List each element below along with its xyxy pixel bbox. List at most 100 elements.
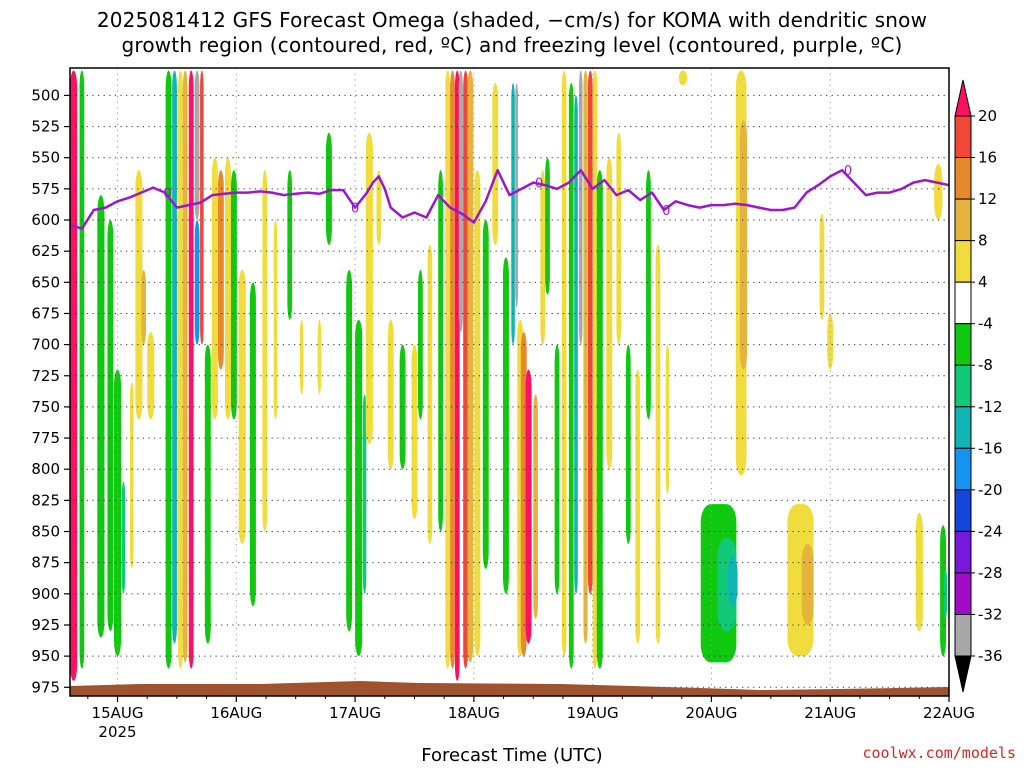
x-axis-title: Forecast Time (UTC): [421, 745, 603, 766]
omega-cell: [458, 70, 463, 333]
colorbar-box: [954, 157, 972, 200]
y-tick-label: 900: [31, 585, 60, 603]
colorbar-box: [954, 240, 972, 283]
omega-cell: [492, 82, 499, 245]
colorbar-box: [954, 281, 972, 325]
omega-cell: [217, 170, 224, 370]
omega-cell: [520, 332, 527, 657]
omega-cell: [915, 512, 923, 632]
omega-cell: [273, 220, 278, 420]
omega-cell: [646, 170, 651, 420]
omega-cell: [450, 70, 455, 669]
grid-lines: [70, 68, 949, 696]
omega-cell: [427, 244, 433, 544]
omega-cell: [204, 344, 211, 644]
omega-cell: [165, 70, 172, 669]
omega-cell: [178, 70, 183, 669]
colorbar-label: -4: [978, 315, 993, 333]
omega-cell: [362, 394, 367, 594]
omega-cell: [107, 220, 114, 632]
omega-cell: [943, 568, 948, 619]
omega-cell: [525, 369, 532, 644]
y-tick-label: 700: [31, 336, 60, 354]
omega-cell: [70, 70, 78, 682]
omega-cell: [194, 220, 200, 345]
colorbar-box: [954, 323, 972, 366]
x-tick-label: 19AUG: [567, 704, 619, 722]
omega-cell: [578, 70, 583, 345]
omega-cell: [211, 157, 218, 420]
y-tick-label: 675: [31, 304, 60, 322]
omega-cell: [568, 82, 574, 669]
colorbar-bottom-arrow: [954, 655, 972, 693]
omega-cell: [445, 70, 451, 669]
x-axis: 15AUG 16AUG 17AUG 18AUG 19AUG 20AUG 21AUG 22AUG…: [87, 696, 975, 741]
omega-cell: [511, 82, 515, 345]
omega-cell: [141, 269, 147, 345]
ground-terrain: [70, 681, 949, 696]
omega-cell: [317, 319, 322, 395]
colorbar-box: [954, 489, 972, 532]
y-tick-label: 500: [31, 86, 60, 104]
omega-cell: [592, 70, 598, 669]
omega-cell: [147, 332, 155, 420]
y-tick-label: 750: [31, 398, 60, 416]
omega-cell: [801, 543, 814, 625]
omega-cell: [225, 157, 231, 420]
colorbar-box: [954, 198, 972, 242]
omega-cell: [678, 70, 688, 86]
omega-cell: [545, 157, 550, 295]
omega-cell: [596, 170, 603, 669]
y-tick-label: 625: [31, 242, 60, 260]
omega-cell: [355, 319, 363, 657]
colorbar-label: -28: [978, 564, 1003, 582]
omega-cell: [438, 170, 443, 532]
colorbar-label: -8: [978, 356, 993, 374]
colorbar: 20 16 12 8 4 -4 -8 -12 -16 -20 -24 -28 -32 -36: [954, 79, 1003, 693]
omega-cell: [287, 170, 293, 320]
omega-cell: [113, 369, 122, 657]
omega-cell: [739, 120, 748, 370]
y-tick-label: 575: [31, 180, 60, 198]
omega-cell: [230, 170, 237, 420]
y-tick-label: 525: [31, 118, 60, 136]
omega-cell: [940, 525, 947, 657]
omega-cell: [325, 132, 332, 245]
colorbar-label: -16: [978, 439, 1003, 457]
plot-frame: [69, 67, 950, 697]
y-tick-label: 825: [31, 491, 60, 509]
colorbar-box: [954, 364, 972, 408]
omega-cell: [376, 170, 382, 245]
omega-cell: [819, 213, 825, 320]
omega-cell: [262, 170, 268, 532]
omega-cell: [129, 382, 134, 569]
omega-cell: [533, 394, 539, 619]
omega-cell: [482, 220, 489, 569]
omega-cell: [583, 70, 588, 644]
x-tick-label: 17AUG: [329, 704, 381, 722]
omega-cell: [97, 195, 105, 638]
omega-cell: [554, 344, 560, 594]
colorbar-box: [954, 406, 972, 449]
omega-cell: [728, 556, 738, 607]
omega-cell: [587, 70, 593, 594]
omega-cell: [467, 70, 474, 663]
colorbar-label: -12: [978, 398, 1003, 416]
x-tick-sublabel: 2025: [98, 723, 136, 741]
colorbar-box: [954, 530, 972, 574]
colorbar-label: -32: [978, 605, 1003, 623]
chart-title: 2025081412 GFS Forecast Omega (shaded, −…: [0, 8, 1024, 58]
y-tick-label: 950: [31, 647, 60, 665]
omega-cell: [172, 70, 177, 644]
omega-cell: [188, 70, 194, 669]
omega-cell: [249, 282, 256, 607]
omega-cell: [635, 369, 641, 644]
omega-cell: [200, 70, 204, 345]
chart-title-line-1: 2025081412 GFS Forecast Omega (shaded, −…: [96, 8, 928, 32]
omega-cell: [365, 132, 373, 445]
y-tick-label: 875: [31, 554, 60, 572]
colorbar-box: [954, 115, 972, 159]
freezing-level-label: 0: [163, 187, 171, 202]
freezing-level-label: 0: [844, 164, 852, 179]
